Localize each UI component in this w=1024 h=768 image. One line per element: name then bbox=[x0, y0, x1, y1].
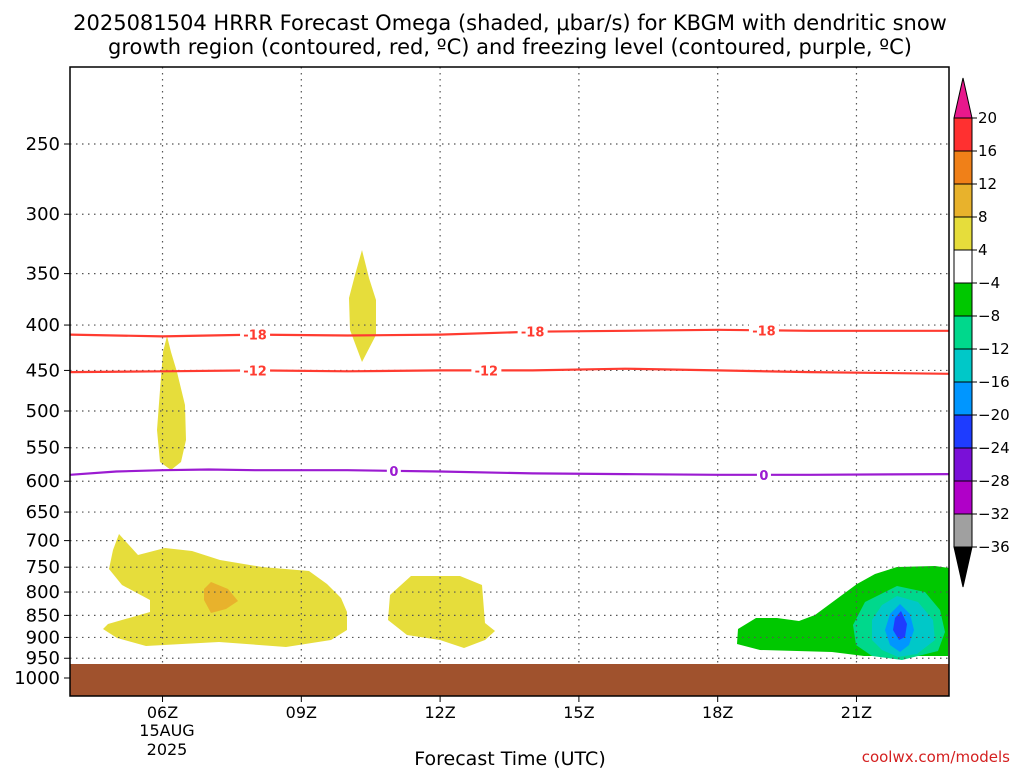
colorbar-swatch bbox=[953, 282, 973, 317]
contour-label: -18 bbox=[243, 329, 267, 344]
colorbar-swatch bbox=[953, 447, 973, 482]
colorbar-label: 16 bbox=[978, 142, 997, 160]
colorbar-label: −24 bbox=[978, 439, 1010, 457]
ground-surface bbox=[70, 664, 949, 696]
colorbar: 20 16 12 8 4 −4 −8 −12 −16 −20 −24 −28 −32 −36 bbox=[953, 77, 1010, 588]
contour-label: -18 bbox=[521, 326, 545, 341]
x-axis-sub-year: 2025 bbox=[147, 740, 188, 759]
x-tick-label: 21Z bbox=[841, 703, 872, 722]
plot-area: -18 -18 -18 -12 -12 0 0 bbox=[69, 66, 950, 697]
x-axis-time: 06Z 09Z 12Z 15Z 18Z 21Z bbox=[147, 696, 872, 722]
y-tick-label: 750 bbox=[26, 557, 60, 578]
omega-region-lower-mid bbox=[388, 576, 495, 648]
y-tick-label: 300 bbox=[26, 204, 60, 225]
colorbar-label: −16 bbox=[978, 373, 1010, 391]
y-tick-label: 700 bbox=[26, 531, 60, 552]
contour-label: 0 bbox=[759, 469, 768, 484]
contour-label-bg bbox=[240, 326, 271, 343]
y-tick-label: 900 bbox=[26, 627, 60, 648]
contour-label-bg bbox=[756, 466, 771, 483]
colorbar-label: 4 bbox=[978, 241, 988, 259]
colorbar-swatch bbox=[953, 381, 973, 416]
x-tick-label: 06Z bbox=[147, 703, 178, 722]
plot-frame bbox=[69, 66, 950, 697]
colorbar-swatch bbox=[953, 315, 973, 350]
contour-label: -12 bbox=[475, 364, 499, 379]
y-tick-label: 350 bbox=[26, 264, 60, 285]
contour-label: -12 bbox=[243, 364, 267, 379]
x-tick-label: 18Z bbox=[702, 703, 733, 722]
omega-region-upper-mid bbox=[349, 250, 376, 362]
colorbar-label: −20 bbox=[978, 406, 1010, 424]
contour-label-bg bbox=[386, 462, 401, 479]
x-tick-label: 09Z bbox=[286, 703, 317, 722]
contour-label-bg bbox=[240, 362, 271, 379]
colorbar-swatch bbox=[953, 117, 973, 152]
colorbar-label: −12 bbox=[978, 340, 1010, 358]
omega-region-lower-left-core bbox=[204, 582, 238, 613]
colorbar-swatch bbox=[953, 150, 973, 185]
x-axis-sub-date: 15AUG bbox=[139, 721, 194, 740]
y-tick-label: 500 bbox=[26, 401, 60, 422]
y-tick-label: 1000 bbox=[14, 668, 60, 689]
colorbar-label: 12 bbox=[978, 175, 997, 193]
y-tick-label: 650 bbox=[26, 502, 60, 523]
omega-region-lower-right-20 bbox=[893, 611, 907, 640]
y-tick-label: 800 bbox=[26, 582, 60, 603]
colorbar-swatch bbox=[953, 480, 973, 515]
x-axis-label: Forecast Time (UTC) bbox=[414, 748, 605, 768]
colorbar-swatch bbox=[953, 348, 973, 383]
colorbar-swatch bbox=[953, 414, 973, 449]
y-tick-label: 600 bbox=[26, 471, 60, 492]
chart-title-line-1: 2025081504 HRRR Forecast Omega (shaded, … bbox=[73, 11, 947, 35]
y-tick-label: 850 bbox=[26, 605, 60, 626]
colorbar-label: −8 bbox=[978, 307, 1000, 325]
y-tick-label: 450 bbox=[26, 360, 60, 381]
colorbar-swatch bbox=[953, 216, 973, 251]
contour-label-bg bbox=[517, 323, 548, 340]
colorbar-label: −32 bbox=[978, 505, 1010, 523]
colorbar-label: 8 bbox=[978, 208, 988, 226]
contour-label: -18 bbox=[752, 324, 776, 339]
colorbar-arrow-top bbox=[953, 77, 973, 119]
x-tick-label: 15Z bbox=[563, 703, 594, 722]
y-axis-pressure: 2503003504004505005506006507007508008509… bbox=[14, 134, 70, 689]
colorbar-swatch bbox=[953, 249, 973, 284]
contour-label-bg bbox=[471, 362, 502, 379]
contour-label: 0 bbox=[389, 465, 398, 480]
grid bbox=[70, 67, 949, 696]
colorbar-label: −4 bbox=[978, 274, 1000, 292]
y-tick-label: 550 bbox=[26, 438, 60, 459]
omega-region-upper-left bbox=[157, 336, 186, 470]
omega-shading bbox=[103, 250, 949, 660]
y-tick-label: 250 bbox=[26, 134, 60, 155]
x-tick-label: 12Z bbox=[424, 703, 455, 722]
contours: -18 -18 -18 -12 -12 0 0 bbox=[69, 322, 950, 484]
chart-title-line-2: growth region (contoured, red, ºC) and f… bbox=[108, 35, 912, 59]
colorbar-label: −36 bbox=[978, 538, 1010, 556]
colorbar-swatch bbox=[953, 183, 973, 218]
y-tick-label: 400 bbox=[26, 315, 60, 336]
credit-text: coolwx.com/models bbox=[862, 748, 1010, 766]
colorbar-label: −28 bbox=[978, 472, 1010, 490]
colorbar-label: 20 bbox=[978, 109, 997, 127]
contour-label-bg bbox=[748, 322, 779, 339]
colorbar-swatch bbox=[953, 513, 973, 548]
y-tick-label: 950 bbox=[26, 648, 60, 669]
colorbar-arrow-bottom bbox=[953, 546, 973, 588]
